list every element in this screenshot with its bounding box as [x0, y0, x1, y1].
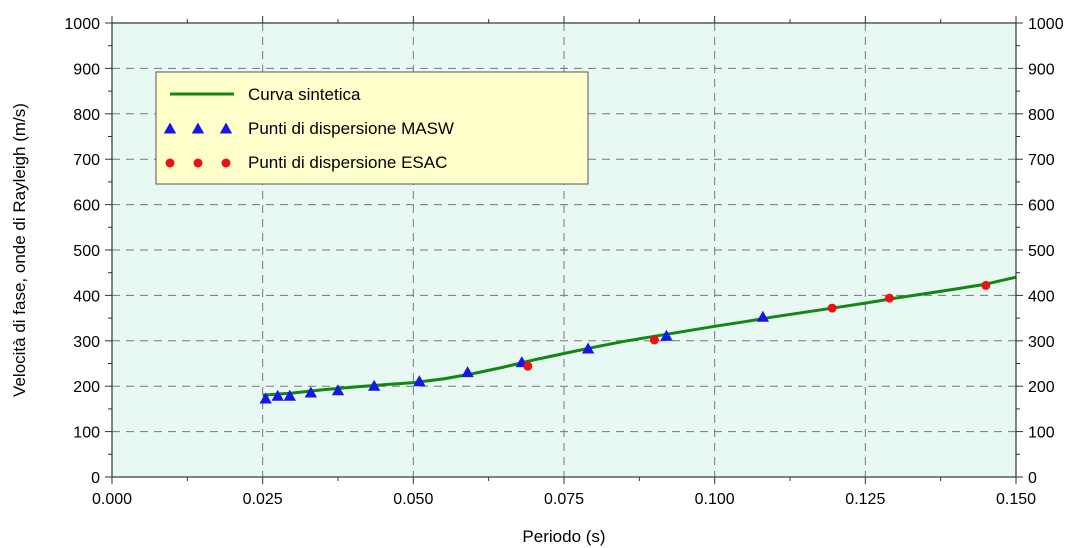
y-tick-label-right: 0	[1028, 470, 1037, 487]
y-tick-label-left: 400	[73, 288, 100, 305]
masw-point	[756, 310, 770, 322]
legend-triangle-swatch	[191, 122, 205, 134]
y-axis-title: Velocità di fase, onde di Rayleigh (m/s)	[10, 103, 29, 397]
y-tick-label-right: 700	[1028, 152, 1055, 169]
esac-point	[523, 361, 533, 371]
axis-ticks: 0.000 0.025 0.050 0.075 0.100 0.125 0.150 0 0 100…	[64, 16, 1064, 508]
masw-point	[283, 389, 296, 401]
legend-entry-label: Curva sintetica	[248, 85, 361, 104]
y-tick-label-right: 400	[1028, 288, 1055, 305]
x-tick-label: 0.075	[544, 491, 584, 508]
y-tick-label-left: 600	[73, 198, 100, 215]
masw-point	[461, 366, 474, 378]
legend-triangle-swatch	[219, 122, 233, 134]
x-axis-title: Periodo (s)	[522, 527, 605, 546]
esac-point	[884, 293, 894, 303]
y-tick-label-right: 300	[1028, 334, 1055, 351]
x-tick-label: 0.000	[92, 491, 132, 508]
y-tick-label-left: 0	[91, 470, 100, 487]
masw-point	[331, 384, 345, 396]
y-tick-label-left: 700	[73, 152, 100, 169]
x-tick-label: 0.050	[393, 491, 433, 508]
esac-point	[827, 303, 837, 313]
x-tick-label: 0.150	[996, 491, 1036, 508]
esac-point	[649, 335, 659, 345]
y-tick-label-right: 800	[1028, 107, 1055, 124]
x-tick-label: 0.025	[243, 491, 283, 508]
y-tick-label-left: 100	[73, 425, 100, 442]
legend-entry-label: Punti di dispersione ESAC	[248, 153, 447, 172]
y-tick-label-right: 1000	[1028, 16, 1064, 33]
legend: Curva sintetica Punti di dispersione MASW…	[155, 71, 589, 185]
legend-circle-swatch	[165, 158, 175, 168]
masw-point	[271, 389, 284, 401]
y-tick-label-right: 500	[1028, 243, 1055, 260]
legend-circle-swatch	[221, 158, 231, 168]
y-tick-label-left: 200	[73, 379, 100, 396]
masw-point	[304, 386, 318, 398]
y-tick-label-right: 600	[1028, 198, 1055, 215]
y-tick-label-left: 1000	[64, 16, 100, 33]
legend-triangle-swatch	[163, 122, 177, 134]
x-tick-label: 0.125	[845, 491, 885, 508]
y-tick-label-right: 100	[1028, 425, 1055, 442]
masw-point	[259, 392, 272, 404]
masw-point	[660, 329, 673, 341]
y-tick-label-left: 500	[73, 243, 100, 260]
y-tick-label-left: 300	[73, 334, 100, 351]
masw-point	[413, 375, 426, 387]
x-tick-label: 0.100	[695, 491, 735, 508]
masw-point	[581, 342, 595, 354]
y-tick-label-left: 800	[73, 107, 100, 124]
dispersion-points-layer	[259, 280, 991, 404]
y-tick-label-left: 900	[73, 61, 100, 78]
y-tick-label-right: 900	[1028, 61, 1055, 78]
esac-point	[981, 280, 991, 290]
y-tick-label-right: 200	[1028, 379, 1055, 396]
masw-point	[367, 379, 381, 391]
legend-entry-label: Punti di dispersione MASW	[248, 119, 454, 138]
legend-circle-swatch	[193, 158, 203, 168]
